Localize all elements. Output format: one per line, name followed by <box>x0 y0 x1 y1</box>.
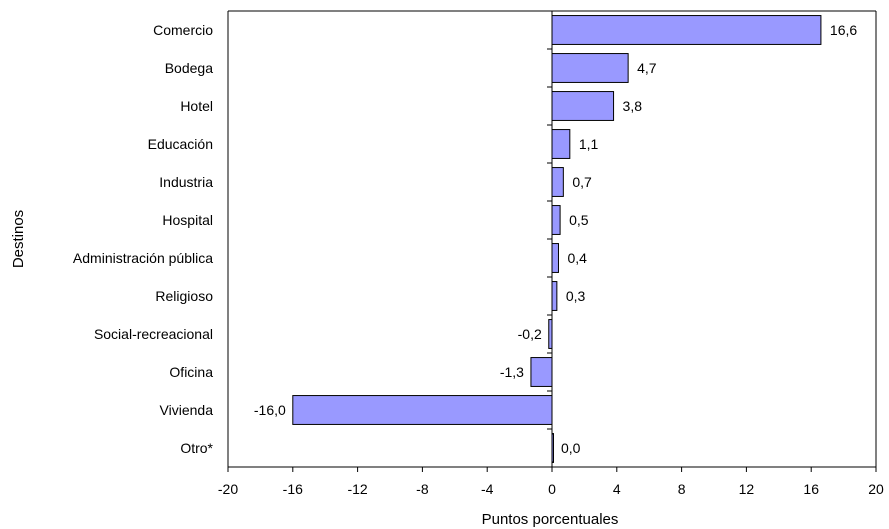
bar-1 <box>551 53 629 83</box>
data-label: 3,8 <box>623 98 643 114</box>
data-label: 16,6 <box>830 22 857 38</box>
bar-6 <box>551 243 559 273</box>
data-label: -0,2 <box>518 326 542 342</box>
category-label: Industria <box>159 174 213 190</box>
data-label: 4,7 <box>637 60 657 76</box>
category-label: Vivienda <box>160 402 214 418</box>
category-label: Social-recreacional <box>94 326 213 342</box>
x-tick-label: -12 <box>347 481 367 497</box>
bar-11 <box>551 433 554 463</box>
x-tick-label: 16 <box>803 481 819 497</box>
data-label: -1,3 <box>500 364 524 380</box>
bar-9 <box>530 357 553 387</box>
y-axis-title: Destinos <box>10 210 27 268</box>
category-label: Hospital <box>162 212 213 228</box>
x-tick-label: -16 <box>283 481 303 497</box>
x-axis-title: Puntos porcentuales <box>482 511 619 528</box>
category-label: Educación <box>148 136 213 152</box>
data-label: 0,4 <box>567 250 587 266</box>
bar-10 <box>292 395 553 425</box>
bar-7 <box>551 281 558 311</box>
x-tick-label: 20 <box>868 481 884 497</box>
category-label: Otro* <box>180 440 213 456</box>
data-label: 0,5 <box>569 212 589 228</box>
x-tick-label: -20 <box>218 481 238 497</box>
category-label: Hotel <box>180 98 213 114</box>
x-tick-label: -4 <box>481 481 494 497</box>
x-tick-label: 0 <box>548 481 556 497</box>
data-label: 0,7 <box>572 174 592 190</box>
data-label: 1,1 <box>579 136 599 152</box>
category-label: Administración pública <box>73 250 213 266</box>
data-label: -16,0 <box>254 402 286 418</box>
bar-4 <box>551 167 564 197</box>
category-label: Religioso <box>155 288 213 304</box>
bar-5 <box>551 205 561 235</box>
bar-3 <box>551 129 571 159</box>
data-label: 0,0 <box>561 440 581 456</box>
x-tick-label: 12 <box>739 481 755 497</box>
bar-2 <box>551 91 615 121</box>
category-label: Bodega <box>165 60 213 76</box>
x-tick-label: 8 <box>678 481 686 497</box>
category-label: Comercio <box>153 22 213 38</box>
category-label: Oficina <box>169 364 213 380</box>
bar-0 <box>551 15 822 45</box>
x-tick-label: 4 <box>613 481 621 497</box>
bar-8 <box>548 319 553 349</box>
x-tick-label: -8 <box>416 481 429 497</box>
data-label: 0,3 <box>566 288 586 304</box>
